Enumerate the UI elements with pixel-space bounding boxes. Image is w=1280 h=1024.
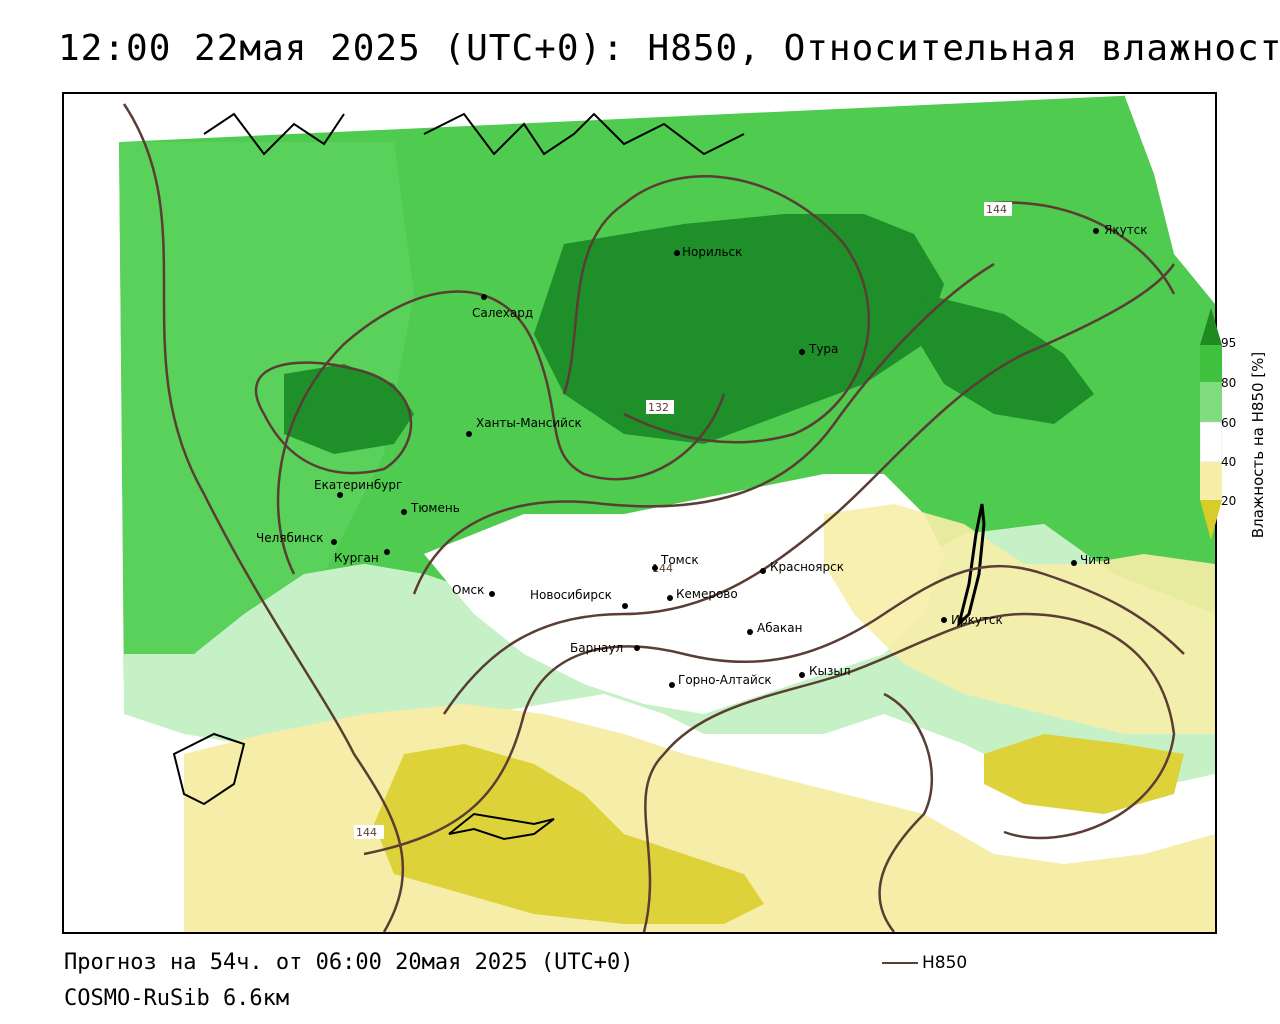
coastline-west [172,732,246,806]
moist-core-east [914,294,1094,424]
city-dot [652,565,658,571]
city-dot [669,682,675,688]
contour-label-4: 144 [356,826,377,839]
city-dot [941,617,947,623]
city-dot [1071,560,1077,566]
contour-legend-label: H850 [922,953,968,973]
colorbar-tick-60: 60 [1221,416,1237,430]
contour-line-6 [442,263,1176,715]
city-dot [799,672,805,678]
city-label: Тура [808,342,838,356]
city-label: Норильск [682,245,742,259]
city-dot [747,629,753,635]
contour-line-8 [642,612,1176,932]
city-label: Ханты-Мансийск [476,416,582,430]
city-label: Салехард [472,306,533,320]
city-dot [384,549,390,555]
dry-area-east [824,504,1215,734]
moist-core-north [534,214,944,444]
contour-labels: 144 132 144 144 [354,202,1012,839]
colorbar-40 [1200,462,1222,500]
city-label: Чита [1080,553,1110,567]
city-dot [481,294,487,300]
city-label: Красноярск [770,560,844,574]
colorbar-tick-95: 95 [1221,336,1237,350]
colorbar-bottom-arrow [1200,500,1222,540]
coastline-north [203,112,745,156]
moist-area-west [119,142,414,714]
city-dot [331,539,337,545]
city-dot [489,591,495,597]
city-label: Екатеринбург [314,478,402,492]
colorbar-80 [1200,382,1222,422]
map-title: 12:00 22мая 2025 (UTC+0): H850, Относите… [58,28,1280,69]
city-dot [622,603,628,609]
contour-line-4 [562,175,871,444]
colorbar-tick-20: 20 [1221,494,1237,508]
colorbar-top-arrow [1200,308,1222,345]
city-dot [466,431,472,437]
city-label: Курган [334,551,379,565]
void-northeast [1124,94,1215,304]
city-dot [337,492,343,498]
city-label: Омск [452,583,484,597]
colorbar-60 [1200,421,1222,463]
city-dot [799,349,805,355]
contour-line-1 [122,103,405,932]
very-dry-area-west [374,744,764,924]
map-panel: 144 132 144 144 Якутск Норильск Салехард… [62,92,1217,934]
contour-label-3: 144 [652,562,673,575]
colorbar-tick-40: 40 [1221,455,1237,469]
h850-contours [122,103,1185,932]
humidity-colorbar [1200,308,1222,540]
city-dot [634,645,640,651]
very-dry-area-east [984,734,1184,814]
city-label: Кемерово [676,587,738,601]
moist-core-urals [284,364,414,454]
city-dot [1093,228,1099,234]
lake-balkhash [448,812,555,841]
contour-line-9 [983,201,1176,295]
colorbar-tick-80: 80 [1221,376,1237,390]
contour-legend-swatch [882,962,918,964]
city-dot [667,595,673,601]
city-label: Барнаул [570,641,623,655]
city-label: Томск [660,553,699,567]
humidity-map: 144 132 144 144 Якутск Норильск Салехард… [119,94,1215,932]
contour-line-7 [363,564,1185,856]
contour-line-3 [276,290,726,575]
dry-area-40 [424,474,944,714]
contour-line-5 [412,262,995,595]
city-label: Кызыл [809,664,851,678]
colorbar-95 [1200,345,1222,382]
contour-line-10 [878,692,933,932]
city-label: Горно-Алтайск [678,673,772,687]
contour-legend: H850 [882,953,967,973]
city-markers: Якутск Норильск Салехард Тура Ханты-Манс… [256,223,1148,688]
city-label: Абакан [757,621,802,635]
colorbar-title: Влажность на H850 [%] [1249,351,1267,539]
contour-label-1: 144 [986,203,1007,216]
contour-line-2 [254,361,413,475]
contour-label-2: 132 [648,401,669,414]
city-label: Тюмень [410,501,460,515]
city-dot [401,509,407,515]
model-name: COSMO-RuSib 6.6км [64,986,290,1011]
lake-baikal [956,503,986,629]
city-label: Иркутск [951,613,1003,627]
city-dot [674,250,680,256]
city-label: Новосибирск [530,588,612,602]
city-dot [760,568,766,574]
city-label: Якутск [1104,223,1148,237]
city-label: Челябинск [256,531,323,545]
forecast-info: Прогноз на 54ч. от 06:00 20мая 2025 (UTC… [64,950,634,975]
